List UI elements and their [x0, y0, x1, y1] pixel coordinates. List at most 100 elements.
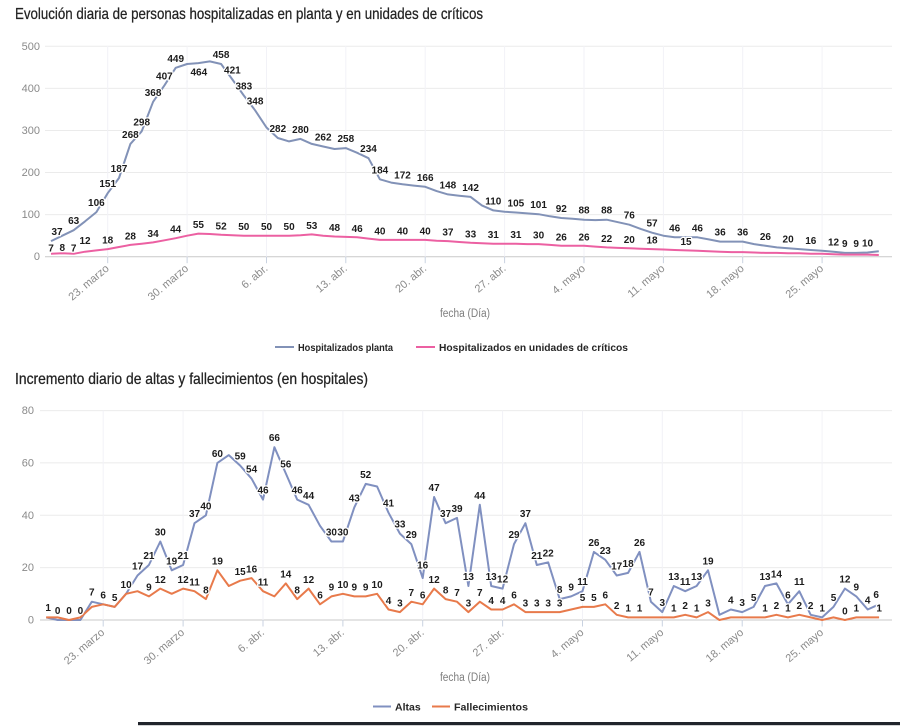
svg-text:Hospitalizados planta: Hospitalizados planta [298, 342, 393, 354]
svg-text:7: 7 [648, 588, 654, 599]
svg-text:6: 6 [317, 591, 323, 602]
svg-text:1: 1 [625, 604, 631, 615]
svg-text:44: 44 [474, 491, 486, 502]
svg-text:11: 11 [189, 578, 200, 589]
svg-text:1: 1 [819, 603, 825, 614]
svg-text:8: 8 [294, 585, 300, 596]
svg-text:0: 0 [28, 615, 34, 627]
svg-text:1: 1 [762, 604, 768, 615]
svg-text:40: 40 [200, 501, 212, 512]
svg-text:20: 20 [22, 562, 34, 574]
svg-text:2: 2 [797, 601, 803, 612]
svg-text:23: 23 [600, 546, 612, 557]
svg-text:5: 5 [580, 593, 586, 604]
svg-text:4: 4 [386, 596, 392, 607]
svg-text:26: 26 [634, 538, 646, 549]
svg-text:11: 11 [258, 578, 269, 589]
svg-text:fecha (Día): fecha (Día) [440, 672, 490, 684]
svg-text:5: 5 [831, 593, 837, 604]
svg-text:10: 10 [121, 580, 133, 591]
svg-text:9: 9 [363, 583, 369, 594]
svg-text:172: 172 [394, 170, 411, 181]
svg-text:4: 4 [728, 596, 734, 607]
svg-text:383: 383 [235, 82, 252, 93]
svg-text:44: 44 [170, 225, 182, 236]
svg-text:30: 30 [337, 528, 349, 539]
svg-text:10: 10 [372, 580, 384, 591]
svg-text:19: 19 [166, 556, 178, 567]
svg-text:100: 100 [22, 209, 40, 221]
svg-text:298: 298 [133, 117, 150, 128]
svg-text:22: 22 [601, 234, 613, 245]
svg-text:16: 16 [805, 236, 817, 247]
svg-text:37: 37 [442, 228, 454, 239]
svg-text:40: 40 [397, 226, 409, 237]
svg-text:40: 40 [420, 226, 432, 237]
svg-text:Evolución diaria de personas h: Evolución diaria de personas hospitaliza… [15, 6, 483, 23]
svg-text:0: 0 [842, 606, 848, 617]
svg-text:50: 50 [284, 222, 296, 233]
svg-text:105: 105 [508, 199, 525, 210]
svg-text:36: 36 [737, 228, 749, 239]
svg-text:1: 1 [637, 604, 643, 615]
svg-text:17: 17 [132, 562, 144, 573]
svg-text:464: 464 [190, 67, 207, 78]
svg-text:3: 3 [739, 598, 745, 609]
svg-text:7: 7 [71, 244, 77, 255]
svg-text:Hospitalizados en unidades de: Hospitalizados en unidades de críticos [439, 342, 628, 354]
svg-text:37: 37 [189, 509, 201, 520]
svg-text:80: 80 [22, 405, 34, 417]
svg-text:6: 6 [511, 591, 517, 602]
svg-text:1: 1 [785, 604, 791, 615]
svg-text:3: 3 [660, 598, 666, 609]
svg-text:88: 88 [601, 206, 613, 217]
svg-text:12: 12 [828, 238, 840, 249]
svg-text:280: 280 [292, 125, 309, 136]
svg-text:37: 37 [440, 509, 452, 520]
svg-text:10: 10 [337, 580, 349, 591]
svg-text:39: 39 [451, 504, 463, 515]
svg-text:13: 13 [691, 572, 703, 583]
svg-text:17: 17 [611, 562, 623, 573]
svg-text:142: 142 [462, 183, 479, 194]
svg-text:31: 31 [488, 230, 500, 241]
svg-text:449: 449 [167, 54, 184, 65]
svg-text:2: 2 [682, 601, 688, 612]
svg-text:7: 7 [477, 588, 483, 599]
svg-text:41: 41 [383, 499, 395, 510]
svg-text:fecha (Día): fecha (Día) [440, 308, 490, 320]
svg-text:300: 300 [22, 125, 40, 137]
svg-text:8: 8 [443, 585, 449, 596]
svg-text:26: 26 [556, 232, 568, 243]
svg-text:500: 500 [22, 41, 40, 53]
svg-text:26: 26 [578, 232, 590, 243]
svg-text:9: 9 [352, 583, 358, 594]
svg-text:26: 26 [588, 538, 600, 549]
svg-text:22: 22 [543, 548, 555, 559]
svg-text:3: 3 [705, 598, 711, 609]
svg-text:184: 184 [372, 165, 389, 176]
svg-text:19: 19 [702, 556, 714, 567]
svg-text:10: 10 [862, 239, 874, 250]
svg-text:59: 59 [235, 452, 247, 463]
svg-text:7: 7 [48, 244, 54, 255]
svg-text:262: 262 [315, 133, 332, 144]
svg-text:4: 4 [488, 596, 494, 607]
svg-text:106: 106 [88, 198, 105, 209]
svg-text:421: 421 [224, 66, 241, 77]
svg-text:8: 8 [60, 243, 66, 254]
svg-text:258: 258 [337, 134, 354, 145]
svg-text:15: 15 [235, 567, 247, 578]
svg-text:30: 30 [533, 231, 545, 242]
svg-text:12: 12 [497, 575, 509, 586]
svg-text:1: 1 [45, 603, 51, 614]
svg-text:14: 14 [771, 569, 783, 580]
svg-text:13: 13 [668, 572, 680, 583]
svg-text:7: 7 [89, 588, 95, 599]
svg-text:11: 11 [794, 577, 805, 588]
svg-text:3: 3 [466, 598, 472, 609]
svg-text:40: 40 [374, 226, 386, 237]
svg-text:Fallecimientos: Fallecimientos [454, 701, 528, 713]
svg-text:13: 13 [759, 572, 771, 583]
svg-text:2: 2 [774, 601, 780, 612]
